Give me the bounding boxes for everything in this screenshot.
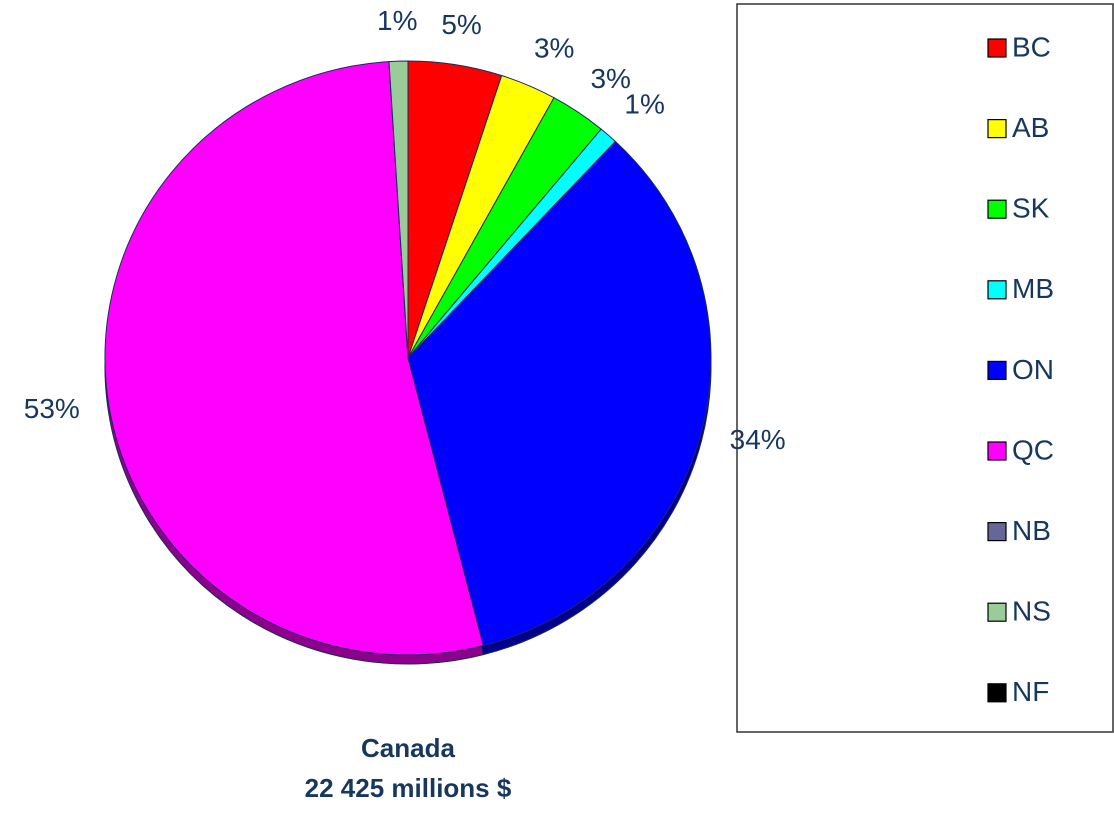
pie	[104, 60, 712, 656]
slice	[407, 140, 712, 647]
legend-swatch	[987, 683, 1007, 703]
legend-swatch	[987, 441, 1007, 461]
legend-label: ON	[1012, 354, 1054, 385]
legend-label: BC	[1012, 31, 1051, 62]
legend-label: NS	[1012, 596, 1051, 627]
legend-box	[736, 3, 1114, 733]
data-label: 3%	[590, 63, 630, 94]
slice	[104, 61, 484, 656]
legend-label: NB	[1012, 515, 1051, 546]
legend-label: QC	[1012, 434, 1054, 465]
legend-swatch	[987, 38, 1007, 58]
data-label: 34%	[730, 424, 786, 455]
data-label: 3%	[534, 32, 574, 63]
legend-swatch	[987, 118, 1007, 139]
legend-swatch	[987, 602, 1007, 622]
data-label: 1%	[624, 89, 664, 120]
chart-subtitle: 22 425 millions $	[305, 773, 512, 803]
legend-swatch	[987, 280, 1007, 300]
legend-label: AB	[1012, 112, 1049, 143]
legend-swatch	[987, 360, 1007, 380]
legend-label: MB	[1012, 273, 1054, 304]
data-label: 5%	[441, 9, 481, 40]
legend-swatch	[987, 521, 1007, 542]
legend-swatch	[987, 199, 1007, 219]
data-label: 1%	[377, 5, 417, 36]
data-label: 53%	[24, 393, 80, 424]
legend-label: NF	[1012, 676, 1049, 707]
legend-label: SK	[1012, 193, 1050, 224]
chart-title: Canada	[361, 733, 455, 763]
